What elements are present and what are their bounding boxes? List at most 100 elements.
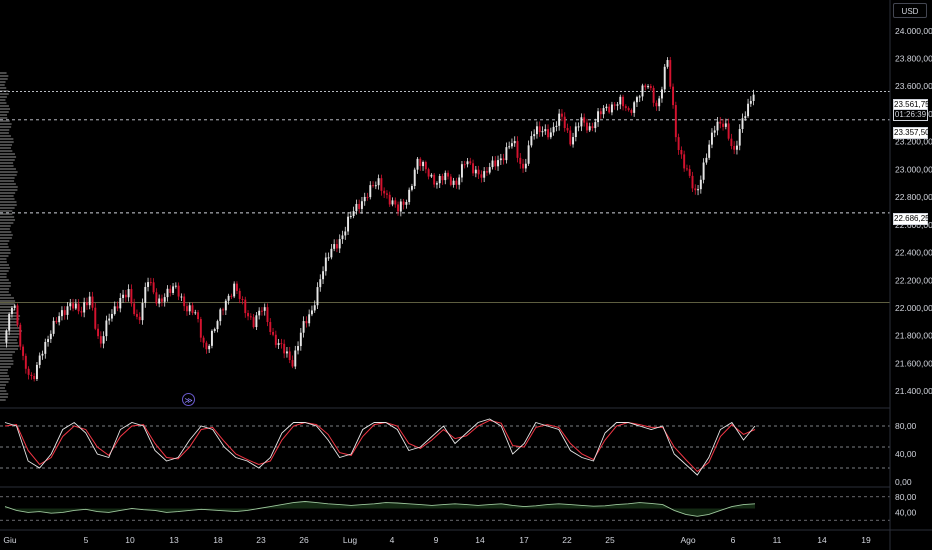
volume-profile-bar	[0, 306, 14, 308]
currency-button[interactable]: USD	[893, 3, 927, 18]
candle-body	[291, 360, 294, 367]
volume-profile-bar	[0, 129, 10, 131]
candle-body	[655, 102, 658, 107]
stochastic-k-line	[4, 418, 756, 476]
time-tick-label: 26	[299, 535, 309, 545]
candle-body	[163, 297, 166, 302]
candle-body	[283, 343, 286, 354]
candle-body	[102, 336, 105, 344]
time-tick-label: Ago	[680, 535, 695, 545]
candle-body	[497, 160, 500, 167]
volume-profile-bar	[0, 126, 12, 128]
candle-body	[202, 337, 205, 343]
candle-body	[705, 157, 708, 163]
candle-body	[691, 175, 694, 189]
price-tick-label: 24.000,00	[895, 26, 932, 36]
candle-body	[455, 180, 458, 185]
candle-body	[619, 96, 622, 105]
time-tick-label: 17	[519, 535, 529, 545]
candle-body	[449, 176, 452, 185]
candle-body	[405, 202, 408, 205]
candle-body	[505, 147, 508, 161]
volume-profile-bar	[0, 183, 16, 185]
candle-body	[124, 294, 127, 298]
candle-body	[113, 306, 116, 315]
candle-body	[494, 160, 497, 167]
volume-profile-bar	[0, 120, 10, 122]
candle-body	[324, 257, 327, 272]
candle-body	[130, 289, 133, 304]
candle-body	[499, 158, 502, 161]
candle-body	[222, 309, 225, 311]
volume-profile-bar	[0, 285, 11, 287]
volume-profile-bar	[0, 132, 9, 134]
candle-body	[624, 106, 627, 109]
candle-body	[560, 113, 563, 117]
candle-body	[658, 98, 661, 107]
volume-profile-bar	[0, 99, 6, 101]
candle-body	[258, 310, 261, 316]
rsi-tick-label: 40,00	[895, 507, 917, 517]
candle-body	[435, 183, 438, 185]
candle-body	[563, 116, 566, 128]
stochastic-tick-label: 0,00	[895, 477, 912, 487]
candle-body	[122, 294, 125, 299]
candle-body	[558, 113, 561, 126]
candle-body	[55, 320, 58, 323]
candle-body	[24, 355, 27, 369]
candle-body	[169, 288, 172, 293]
candle-body	[672, 86, 675, 106]
rsi-line	[4, 501, 756, 517]
candle-body	[408, 189, 411, 203]
volume-profile-bar	[0, 297, 14, 299]
candle-body	[294, 350, 297, 367]
volume-profile-bar	[0, 330, 22, 332]
candle-body	[744, 116, 747, 119]
candle-body	[27, 368, 30, 375]
volume-profile-bar	[0, 168, 16, 170]
candle-body	[263, 307, 266, 311]
candle-body	[47, 339, 50, 342]
time-tick-label: 10	[125, 535, 135, 545]
candle-body	[544, 129, 547, 132]
candle-body	[460, 164, 463, 178]
candle-body	[302, 321, 305, 333]
candle-body	[741, 118, 744, 130]
candle-body	[630, 110, 633, 113]
price-tick-label: 22.000,00	[895, 303, 932, 313]
candle-body	[266, 307, 269, 323]
candle-body	[383, 190, 386, 194]
time-tick-label: 22	[562, 535, 572, 545]
volume-profile-bar	[0, 240, 10, 242]
candle-body	[477, 169, 480, 175]
volume-profile-bar	[0, 258, 7, 260]
candle-body	[327, 257, 330, 259]
volume-profile-bar	[0, 267, 11, 269]
candle-body	[19, 324, 22, 347]
replay-icon[interactable]: ≫	[182, 393, 195, 406]
volume-profile-bar	[0, 159, 15, 161]
volume-profile-bar	[0, 90, 9, 92]
candle-body	[572, 137, 575, 145]
candle-body	[552, 126, 555, 133]
candle-body	[669, 60, 672, 87]
volume-profile-bar	[0, 171, 18, 173]
candle-body	[441, 176, 444, 181]
candle-body	[399, 201, 402, 212]
candle-body	[335, 244, 338, 249]
volume-profile-bar	[0, 108, 11, 110]
price-tick-label: 21.800,00	[895, 331, 932, 341]
candle-body	[105, 320, 108, 337]
volume-profile-bar	[0, 339, 17, 341]
candle-body	[502, 158, 505, 161]
candle-body	[147, 282, 150, 287]
time-tick-label: 4	[390, 535, 395, 545]
volume-profile-bar	[0, 201, 17, 203]
rsi-pane: 80,00 40,00	[0, 492, 917, 521]
candle-body	[413, 169, 416, 186]
volume-profile-bar	[0, 96, 7, 98]
price-tick-label: 21.400,00	[895, 386, 932, 396]
candle-body	[199, 319, 202, 338]
volume-profile-bar	[0, 342, 18, 344]
volume-profile-bar	[0, 387, 5, 389]
